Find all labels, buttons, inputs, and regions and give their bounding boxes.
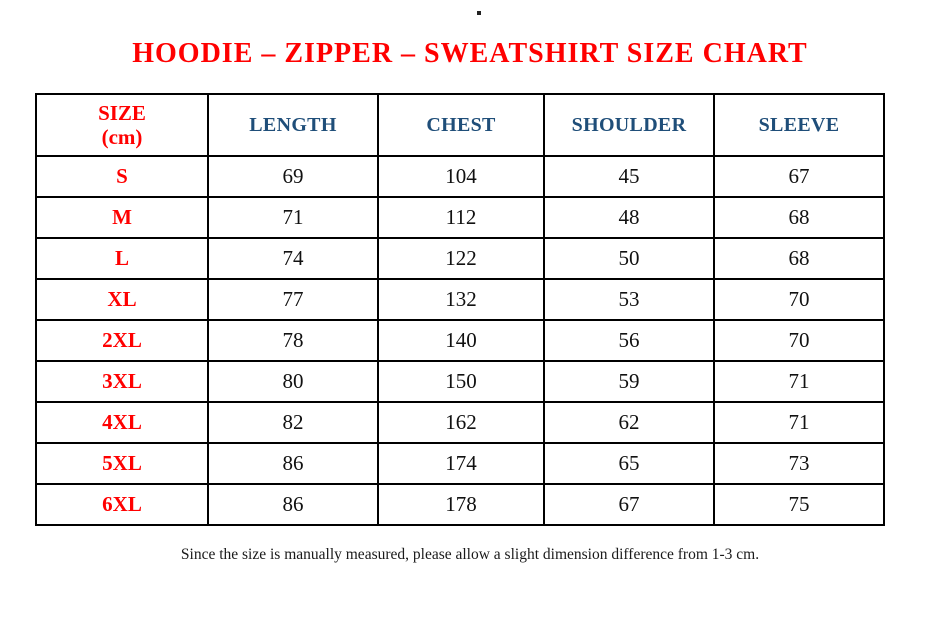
value-cell: 86 <box>207 483 379 526</box>
value-cell: 68 <box>713 196 885 239</box>
value-cell: 71 <box>713 360 885 403</box>
size-cell: 2XL <box>35 319 209 362</box>
value-cell: 71 <box>207 196 379 239</box>
table-row: 5XL 86 174 65 73 <box>35 442 885 485</box>
value-cell: 68 <box>713 237 885 280</box>
table-row: 3XL 80 150 59 71 <box>35 360 885 403</box>
table-row: S 69 104 45 67 <box>35 155 885 198</box>
header-cell-measure: SHOULDER <box>543 93 715 157</box>
header-cell-measure: SLEEVE <box>713 93 885 157</box>
value-cell: 77 <box>207 278 379 321</box>
size-cell: 4XL <box>35 401 209 444</box>
value-cell: 82 <box>207 401 379 444</box>
size-chart-table: SIZE (cm) LENGTH CHEST SHOULDER SLEEVE S 69 1… <box>35 93 885 526</box>
header-cell-size: SIZE (cm) <box>35 93 209 157</box>
value-cell: 78 <box>207 319 379 362</box>
value-cell: 75 <box>713 483 885 526</box>
value-cell: 80 <box>207 360 379 403</box>
size-header-line1: SIZE <box>98 101 146 125</box>
table-row: L 74 122 50 68 <box>35 237 885 280</box>
header-cell-measure: CHEST <box>377 93 545 157</box>
size-cell: XL <box>35 278 209 321</box>
table-row: 4XL 82 162 62 71 <box>35 401 885 444</box>
value-cell: 53 <box>543 278 715 321</box>
size-cell: 3XL <box>35 360 209 403</box>
value-cell: 59 <box>543 360 715 403</box>
measurement-note: Since the size is manually measured, ple… <box>180 546 760 563</box>
table-row: 2XL 78 140 56 70 <box>35 319 885 362</box>
size-cell: 6XL <box>35 483 209 526</box>
table-row: 6XL 86 178 67 75 <box>35 483 885 526</box>
table-body: S 69 104 45 67 M 71 112 48 68 L 74 122 50 68 XL 77 132 53 7… <box>35 155 885 526</box>
table-row: M 71 112 48 68 <box>35 196 885 239</box>
value-cell: 178 <box>377 483 545 526</box>
size-cell: 5XL <box>35 442 209 485</box>
value-cell: 86 <box>207 442 379 485</box>
value-cell: 56 <box>543 319 715 362</box>
value-cell: 48 <box>543 196 715 239</box>
value-cell: 67 <box>543 483 715 526</box>
value-cell: 70 <box>713 319 885 362</box>
value-cell: 50 <box>543 237 715 280</box>
table-row: XL 77 132 53 70 <box>35 278 885 321</box>
page-title: HOODIE – ZIPPER – SWEATSHIRT SIZE CHART <box>132 38 808 69</box>
value-cell: 74 <box>207 237 379 280</box>
value-cell: 104 <box>377 155 545 198</box>
value-cell: 132 <box>377 278 545 321</box>
value-cell: 73 <box>713 442 885 485</box>
value-cell: 69 <box>207 155 379 198</box>
value-cell: 62 <box>543 401 715 444</box>
value-cell: 140 <box>377 319 545 362</box>
value-cell: 150 <box>377 360 545 403</box>
size-cell: L <box>35 237 209 280</box>
value-cell: 65 <box>543 442 715 485</box>
value-cell: 71 <box>713 401 885 444</box>
header-row: SIZE (cm) LENGTH CHEST SHOULDER SLEEVE <box>35 93 885 157</box>
value-cell: 162 <box>377 401 545 444</box>
size-cell: S <box>35 155 209 198</box>
size-cell: M <box>35 196 209 239</box>
value-cell: 112 <box>377 196 545 239</box>
value-cell: 67 <box>713 155 885 198</box>
value-cell: 122 <box>377 237 545 280</box>
value-cell: 174 <box>377 442 545 485</box>
size-header-line2: (cm) <box>101 125 143 149</box>
stray-dot: . <box>477 11 481 15</box>
value-cell: 45 <box>543 155 715 198</box>
header-cell-measure: LENGTH <box>207 93 379 157</box>
value-cell: 70 <box>713 278 885 321</box>
